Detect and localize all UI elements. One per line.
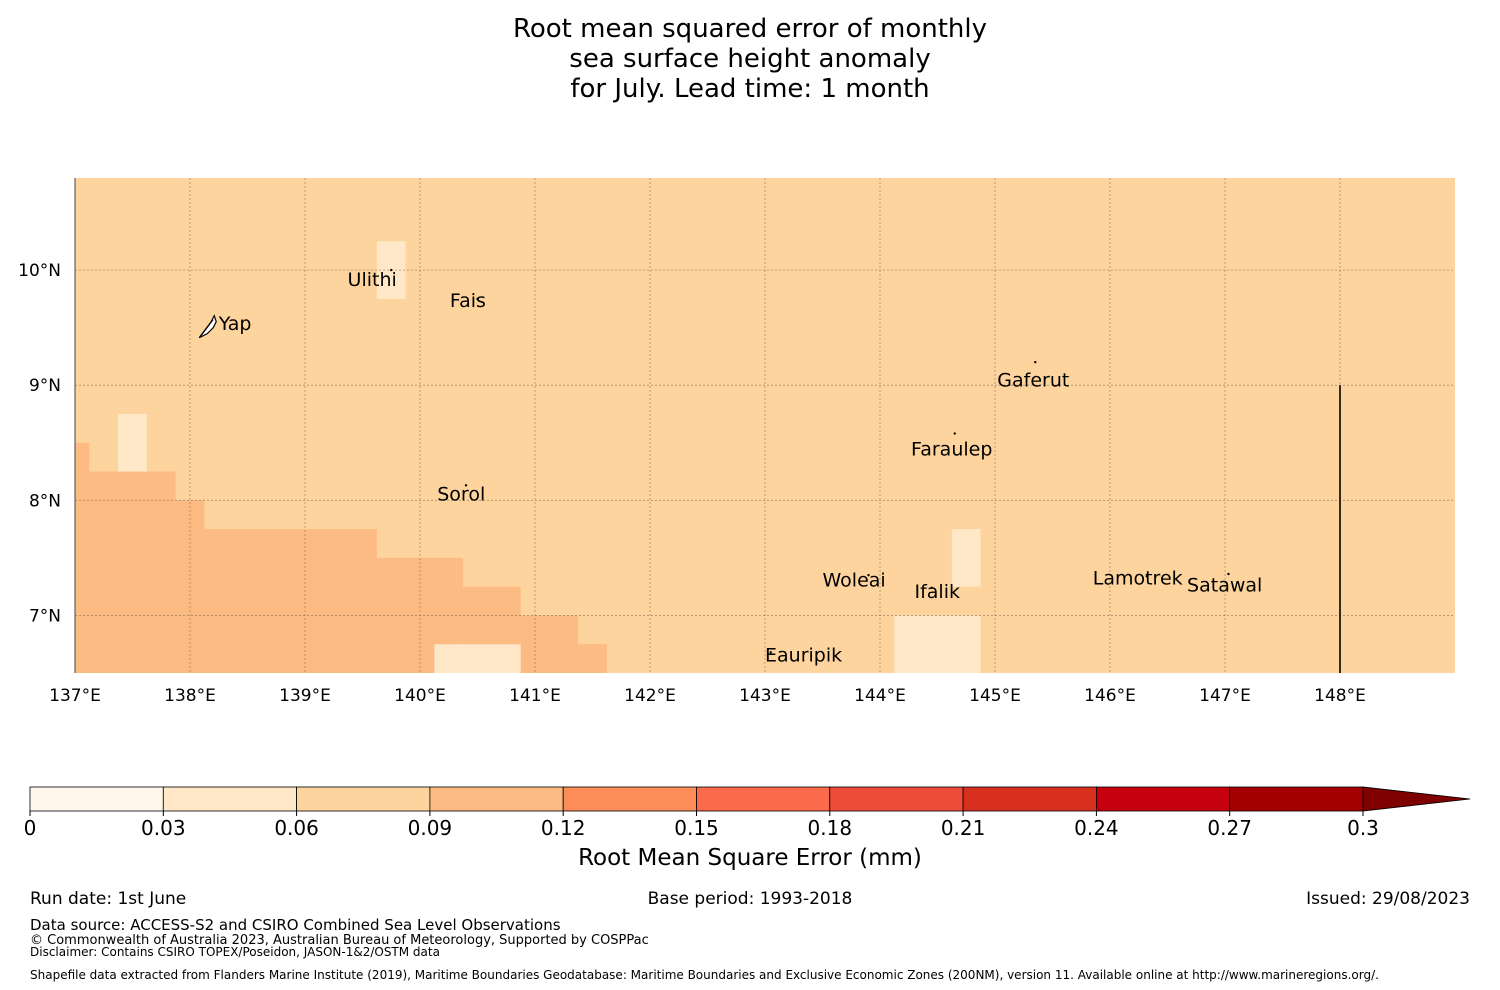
copyright-note: © Commonwealth of Australia 2023, Austra… (30, 933, 649, 948)
colorbar-tick-label: 0.12 (541, 816, 586, 840)
colorbar-segment (962, 786, 1097, 812)
island-faraulep: Faraulep (911, 432, 992, 460)
shapefile-note: Shapefile data extracted from Flanders M… (30, 968, 1379, 982)
island-label: Fais (450, 290, 486, 312)
island-label: Satawal (1187, 574, 1262, 596)
longitude-tick-label: 140°E (394, 686, 446, 706)
longitude-tick-label: 139°E (279, 686, 331, 706)
island-shape (200, 319, 214, 336)
island-yap: Yap (198, 313, 252, 339)
colorbar-segment (1096, 786, 1231, 812)
island-eauripik: Eauripik (765, 644, 842, 666)
colorbar-tick-label: 0.21 (941, 816, 986, 840)
colorbar-label: Root Mean Square Error (mm) (578, 845, 922, 871)
island-dot (1227, 572, 1230, 576)
colorbar-tick-label: 0.3 (1347, 816, 1379, 840)
colorbar-segment (1229, 786, 1364, 812)
longitude-tick-label: 137°E (49, 686, 101, 706)
island-woleai: Woleai (823, 570, 886, 592)
longitude-tick-label: 148°E (1314, 686, 1366, 706)
island-ifalik: Ifalik (915, 581, 961, 603)
longitude-tick-label: 142°E (624, 686, 676, 706)
island-lamotrek: Lamotrek (1093, 567, 1183, 589)
axis-tick-labels: 137°E 138°E 139°E 140°E 141°E 142°E 143°E 144°E… (18, 261, 1366, 706)
island-label: Faraulep (911, 438, 992, 460)
title-line-1: Root mean squared error of monthly (512, 14, 988, 44)
title-line-3: for July. Lead time: 1 month (570, 74, 930, 104)
island-label: Lamotrek (1093, 567, 1183, 589)
island-label: Gaferut (997, 369, 1069, 391)
colorbar-tick-label: 0 (24, 816, 37, 840)
colorbar-segment (829, 786, 964, 812)
colorbar-segment (696, 786, 831, 812)
island-ulithi: Ulithi (348, 268, 397, 291)
colorbar-tick-label: 0.18 (808, 816, 853, 840)
disclaimer-note: Disclaimer: Contains CSIRO TOPEX/Poseido… (30, 945, 440, 959)
island-dot (390, 268, 393, 272)
island-label: Eauripik (765, 644, 842, 666)
island-gaferut: Gaferut (997, 360, 1069, 391)
rmse-cell (75, 442, 90, 673)
rmse-cell (578, 644, 607, 673)
map-plot-area: Ulithi Fais Yap Gaferut Faraulep Sorol Woleai I… (74, 178, 1455, 673)
island-dot (464, 484, 468, 487)
colorbar-tick-label: 0.24 (1074, 816, 1119, 840)
longitude-tick-label: 144°E (854, 686, 906, 706)
colorbar-segment (29, 786, 164, 812)
island-dot (867, 573, 870, 577)
longitude-tick-label: 143°E (739, 686, 791, 706)
rmse-cell (204, 529, 377, 673)
island-sorol: Sorol (437, 483, 485, 505)
chart-title: Root mean squared error of monthly sea s… (0, 14, 1500, 104)
rmse-cell (520, 615, 579, 673)
island-label: Ifalik (915, 581, 961, 603)
latitude-tick-label: 9°N (29, 376, 61, 396)
colorbar-tick-label: 0.09 (408, 816, 453, 840)
rmse-cell (894, 615, 981, 673)
colorbar-tick-label: 0.27 (1207, 816, 1252, 840)
base-period: Base period: 1993-2018 (647, 889, 853, 909)
colorbar-segment (562, 786, 697, 812)
rmse-cell (434, 644, 521, 673)
colorbar-segment (162, 786, 298, 812)
island-dot (953, 432, 956, 435)
longitude-tick-label: 138°E (164, 686, 216, 706)
island-satawal: Satawal (1187, 572, 1262, 596)
island-dot (930, 586, 933, 590)
longitude-tick-label: 141°E (509, 686, 561, 706)
island-fais: Fais (450, 290, 486, 312)
island-dot (1145, 575, 1149, 578)
title-line-2: sea surface height anomaly (569, 44, 931, 74)
latitude-tick-label: 7°N (29, 606, 61, 626)
longitude-tick-label: 146°E (1084, 686, 1136, 706)
rmse-cell (89, 471, 176, 673)
data-source: Data source: ACCESS-S2 and CSIRO Combine… (30, 916, 561, 934)
island-label: Ulithi (348, 269, 397, 291)
island-dot (476, 297, 479, 301)
island-label: Sorol (437, 483, 485, 505)
island-dot (769, 651, 772, 654)
island-label: Woleai (823, 570, 886, 592)
rmse-cell (951, 529, 981, 587)
latitude-tick-label: 8°N (29, 491, 61, 511)
issued-date: Issued: 29/08/2023 (1306, 889, 1470, 909)
island-dot (1034, 360, 1037, 364)
latitude-tick-label: 10°N (18, 261, 61, 281)
colorbar-tick-label: 0.03 (141, 816, 186, 840)
island-label: Yap (218, 313, 252, 335)
longitude-tick-label: 145°E (969, 686, 1021, 706)
colorbar-extend-arrow (1362, 786, 1471, 812)
colorbar: 0 0.03 0.06 0.09 0.12 0.15 0.18 0.21 0.24 0.27 0.3 (24, 786, 1471, 840)
colorbar-tick-label: 0.15 (674, 816, 719, 840)
colorbar-segment (429, 786, 564, 812)
run-date: Run date: 1st June (30, 889, 187, 909)
colorbar-tick-label: 0.06 (274, 816, 319, 840)
colorbar-segment (296, 786, 431, 812)
longitude-tick-label: 147°E (1199, 686, 1251, 706)
rmse-cell (118, 413, 147, 472)
